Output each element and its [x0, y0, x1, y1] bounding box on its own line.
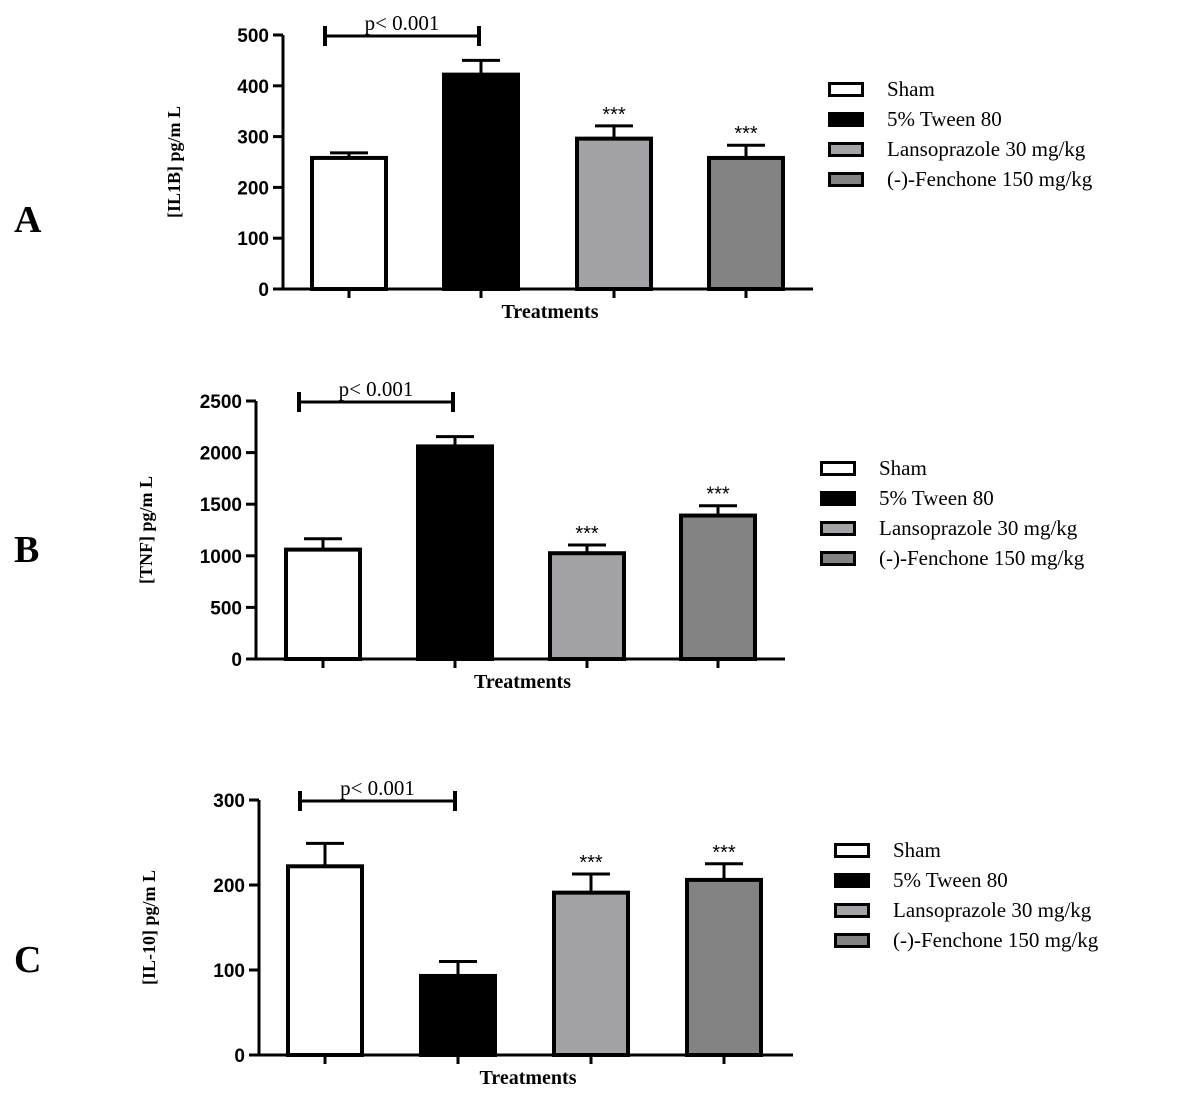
bar	[442, 72, 520, 292]
y-tick-label: 500	[210, 598, 242, 619]
bracket-label: p< 0.001	[365, 11, 440, 35]
y-tick-label: 300	[213, 791, 245, 812]
legend-label: (-)-Fenchone 150 mg/kg	[879, 545, 1085, 570]
y-tick-label: 200	[237, 178, 269, 199]
legend-item: Lansoprazole 30 mg/kg	[834, 895, 1098, 925]
y-tick-label: 0	[231, 650, 242, 671]
legend-item: Sham	[820, 453, 1084, 483]
bar	[286, 864, 364, 1057]
bar	[548, 551, 626, 661]
legend-swatch-fenchone	[828, 171, 864, 187]
x-axis-label: Treatments	[479, 1067, 576, 1089]
y-tick-label: 100	[237, 229, 269, 250]
bar	[416, 444, 494, 661]
significance-marker: ***	[712, 842, 736, 864]
y-tick-label: 2500	[200, 392, 242, 413]
bar	[284, 547, 362, 661]
bar	[552, 890, 630, 1058]
legend-swatch-lansoprazole	[820, 520, 856, 536]
legend-item: (-)-Fenchone 150 mg/kg	[820, 543, 1084, 573]
legend-item: Lansoprazole 30 mg/kg	[820, 513, 1084, 543]
legend-label: Lansoprazole 30 mg/kg	[879, 515, 1078, 540]
legend-b: Sham 5% Tween 80 Lansoprazole 30 mg/kg (…	[820, 453, 1084, 573]
legend-label: Lansoprazole 30 mg/kg	[887, 136, 1086, 161]
legend-c: Sham 5% Tween 80 Lansoprazole 30 mg/kg (…	[834, 835, 1098, 955]
y-tick-label: 400	[237, 77, 269, 98]
legend-item: Lansoprazole 30 mg/kg	[828, 134, 1092, 164]
bar	[419, 973, 497, 1058]
significance-marker: ***	[579, 852, 603, 874]
legend-label: Sham	[879, 455, 927, 480]
legend-label: 5% Tween 80	[893, 867, 1008, 892]
bar	[707, 155, 785, 291]
y-tick-label: 500	[237, 26, 269, 47]
y-tick-label: 1000	[200, 547, 242, 568]
legend-item: 5% Tween 80	[828, 104, 1092, 134]
y-tick-label: 1500	[200, 495, 242, 516]
y-tick-label: 0	[234, 1046, 245, 1067]
legend-label: Sham	[887, 76, 935, 101]
significance-marker: ***	[602, 104, 626, 126]
legend-label: 5% Tween 80	[879, 485, 994, 510]
bar	[679, 513, 757, 661]
legend-item: (-)-Fenchone 150 mg/kg	[828, 164, 1092, 194]
panel-letter-b: B	[14, 529, 40, 571]
legend-swatch-tween	[828, 111, 864, 127]
legend-label: 5% Tween 80	[887, 106, 1002, 131]
legend-a: Sham 5% Tween 80 Lansoprazole 30 mg/kg (…	[828, 74, 1092, 194]
bar	[685, 877, 763, 1058]
x-axis-label: Treatments	[501, 301, 598, 323]
legend-swatch-sham	[828, 81, 864, 97]
significance-marker: ***	[706, 484, 730, 506]
legend-label: (-)-Fenchone 150 mg/kg	[893, 927, 1099, 952]
y-axis-label: [TNF] pg/m L	[136, 476, 156, 584]
legend-swatch-fenchone	[820, 550, 856, 566]
x-axis-label: Treatments	[474, 671, 571, 693]
bracket-label: p< 0.001	[340, 776, 415, 800]
bar	[575, 136, 653, 291]
legend-swatch-sham	[834, 842, 870, 858]
panel-letter-c: C	[14, 939, 42, 981]
significance-marker: ***	[734, 123, 758, 145]
bar	[310, 155, 388, 291]
legend-item: Sham	[834, 835, 1098, 865]
legend-item: 5% Tween 80	[820, 483, 1084, 513]
significance-marker: ***	[575, 523, 599, 545]
y-tick-label: 200	[213, 876, 245, 897]
panel-letter-a: A	[14, 199, 42, 241]
legend-swatch-fenchone	[834, 932, 870, 948]
legend-label: (-)-Fenchone 150 mg/kg	[887, 166, 1093, 191]
y-tick-label: 100	[213, 961, 245, 982]
legend-swatch-lansoprazole	[828, 141, 864, 157]
legend-item: 5% Tween 80	[834, 865, 1098, 895]
y-tick-label: 2000	[200, 444, 242, 465]
legend-label: Lansoprazole 30 mg/kg	[893, 897, 1092, 922]
legend-swatch-sham	[820, 460, 856, 476]
legend-item: Sham	[828, 74, 1092, 104]
legend-label: Sham	[893, 837, 941, 862]
y-tick-label: 0	[258, 280, 269, 301]
y-tick-label: 300	[237, 128, 269, 149]
y-axis-label: [IL1B] pg/m L	[164, 106, 184, 218]
legend-swatch-lansoprazole	[834, 902, 870, 918]
legend-swatch-tween	[834, 872, 870, 888]
legend-swatch-tween	[820, 490, 856, 506]
legend-item: (-)-Fenchone 150 mg/kg	[834, 925, 1098, 955]
y-axis-label: [IL-10] pg/m L	[139, 870, 159, 985]
bracket-label: p< 0.001	[339, 377, 414, 401]
